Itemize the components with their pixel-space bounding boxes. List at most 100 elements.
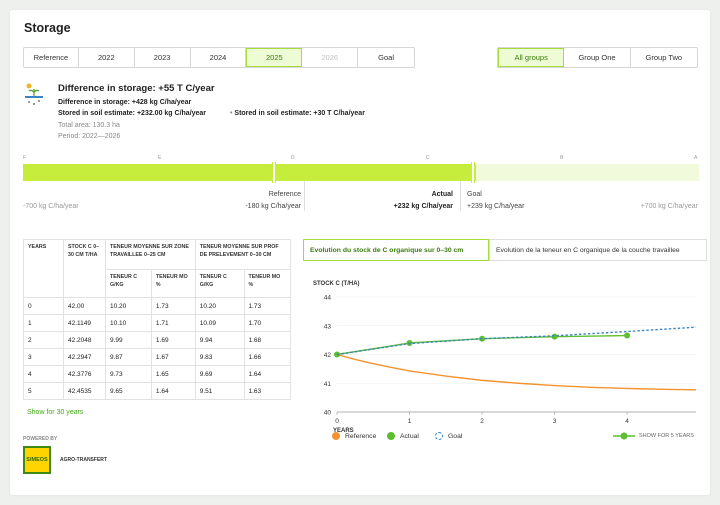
summary-diff: Difference in storage: +428 kg C/ha/year (58, 99, 192, 106)
table-cell: 1.73 (243, 297, 291, 315)
powered-by-label: POWERED BY (23, 436, 58, 442)
table-cell: 10.09 (194, 314, 245, 332)
summary-total-area: Total area: 130.3 ha (58, 122, 120, 129)
goal-dot-icon (435, 432, 443, 440)
series-line-goal (336, 326, 697, 356)
table-cell: 2 (23, 331, 64, 349)
year-tab-2024[interactable]: 2024 (191, 48, 247, 67)
year-tab-reference[interactable]: Reference (24, 48, 79, 67)
table-cell: 42.4535 (63, 382, 106, 400)
table-cell: 10.20 (194, 297, 245, 315)
chart-tab-1[interactable]: Evolution du stock de C organique sur 0–… (303, 239, 489, 261)
table-cell: 1.69 (150, 331, 196, 349)
goal-label: Goal (467, 191, 482, 198)
col-teneur-c: TENEUR C G/KG (194, 269, 245, 298)
scale-max-label: +700 kg C/ha/year (640, 203, 698, 210)
table-cell: 9.83 (194, 348, 245, 366)
table-cell: 1.65 (150, 365, 196, 383)
reference-marker (272, 162, 277, 183)
table-cell: 1.73 (150, 297, 196, 315)
col-group-zone: TENEUR MOYENNE SUR ZONE TRAVAILLEE 0–25 … (105, 239, 196, 270)
table-cell: 9.51 (194, 382, 245, 400)
y-axis-label: STOCK C (T/HA) (313, 281, 360, 287)
summary-heading: Difference in storage: +55 T C/year (58, 83, 215, 94)
year-tab-2022[interactable]: 2022 (79, 48, 135, 67)
x-tick-label: 3 (553, 418, 557, 425)
table-cell: 1.67 (150, 348, 196, 366)
table-cell: 0 (23, 297, 64, 315)
show-30-years-link[interactable]: Show for 30 years (27, 409, 84, 416)
simeos-logo: SIMEOS (23, 446, 51, 474)
year-tab-2023[interactable]: 2023 (135, 48, 191, 67)
table-cell: 1.71 (150, 314, 196, 332)
divider (304, 181, 305, 211)
table-cell: 9.69 (194, 365, 245, 383)
scale-min-label: -700 kg C/ha/year (23, 203, 79, 210)
y-tick-label: 44 (324, 295, 332, 302)
table-row: 1 42.1149 10.10 1.71 10.09 1.70 (23, 314, 291, 332)
table-cell: 1.63 (243, 382, 291, 400)
table-cell: 42.3776 (63, 365, 106, 383)
storage-scale-fill (23, 164, 477, 181)
y-tick-label: 40 (324, 410, 332, 417)
scale-letter: F (23, 155, 27, 161)
table-cell: 9.73 (105, 365, 152, 383)
storage-scale-bar (23, 162, 699, 183)
scale-letter: E (158, 155, 162, 161)
table-cell: 1.64 (150, 382, 196, 400)
legend-goal: Goal (435, 432, 462, 440)
reference-dot-icon (332, 432, 340, 440)
summary-stored-soil: Stored in soil estimate: +232.00 kg C/ha… (58, 110, 207, 117)
actual-value: +232 kg C/ha/year (393, 203, 453, 210)
actual-marker (471, 162, 476, 183)
table-cell: 42.00 (63, 297, 106, 315)
toggle-label: SHOW FOR 5 YEARS (639, 433, 694, 439)
group-tab-group-two[interactable]: Group Two (645, 53, 683, 62)
stock-evolution-chart: STOCK C (T/HA) 40 41 42 43 44 0 1 2 3 4 YEARS (313, 281, 697, 432)
scale-letter: B (560, 155, 564, 161)
y-tick-label: 43 (324, 323, 332, 330)
table-cell: 4 (23, 365, 64, 383)
x-tick-label: 1 (408, 418, 412, 425)
actual-label: Actual (431, 191, 453, 198)
table-cell: 3 (23, 348, 64, 366)
chart-tab-2[interactable]: Evolution de la teneur en C organique de… (489, 239, 707, 261)
year-tab-2026: 2026 (302, 48, 359, 67)
table-row: 2 42.2048 9.99 1.69 9.94 1.68 (23, 331, 291, 349)
table-row: 4 42.3776 9.73 1.65 9.69 1.64 (23, 365, 291, 383)
data-point-actual (624, 332, 631, 339)
scale-letter: D (291, 155, 295, 161)
legend-label: Goal (448, 432, 463, 440)
y-tick-label: 41 (324, 381, 332, 388)
table-cell: 42.2048 (63, 331, 106, 349)
col-group-prof: TENEUR MOYENNE SUR PROF DE PRELEVEMENT 0… (194, 239, 292, 270)
scale-letter: C (426, 155, 430, 161)
group-selector: All groups Group One Group Two (497, 47, 698, 68)
year-tab-2025[interactable]: 2025 (246, 48, 303, 67)
year-selector: Reference 2022 2023 2024 2025 2026 Goal (23, 47, 415, 68)
data-point-actual (551, 333, 558, 340)
group-tab-group-one[interactable]: Group One (564, 48, 631, 67)
col-teneur-c: TENEUR C G/KG (105, 269, 152, 298)
legend-actual: Actual (387, 432, 419, 440)
group-tab-all-groups[interactable]: All groups (498, 48, 565, 67)
goal-value: +239 kg C/ha/year (467, 203, 525, 210)
agro-transfert-logo: AGRO-TRANSFERT (60, 457, 107, 463)
soil-plant-icon (25, 83, 43, 105)
show-5-years-toggle[interactable]: SHOW FOR 5 YEARS (613, 432, 694, 440)
x-tick-label: 2 (480, 418, 484, 425)
table-cell: 10.10 (105, 314, 152, 332)
table-cell: 9.99 (105, 331, 152, 349)
col-stock: STOCK C 0–30 CM T/HA (63, 239, 106, 298)
table-cell: 9.65 (105, 382, 152, 400)
table-cell: 42.2947 (63, 348, 106, 366)
table-cell: 1.70 (243, 314, 291, 332)
x-tick-label: 4 (625, 418, 629, 425)
summary-stored-soil-total: • Stored in soil estimate: +30 T C/ha/ye… (230, 110, 365, 117)
table-row: 3 42.2947 9.87 1.67 9.83 1.66 (23, 348, 291, 366)
table-row: 0 42.00 10.20 1.73 10.20 1.73 (23, 297, 291, 315)
year-tab-goal[interactable]: Goal (378, 53, 394, 62)
divider (460, 181, 461, 211)
legend-reference: Reference (332, 432, 376, 440)
x-tick-label: 0 (335, 418, 339, 425)
